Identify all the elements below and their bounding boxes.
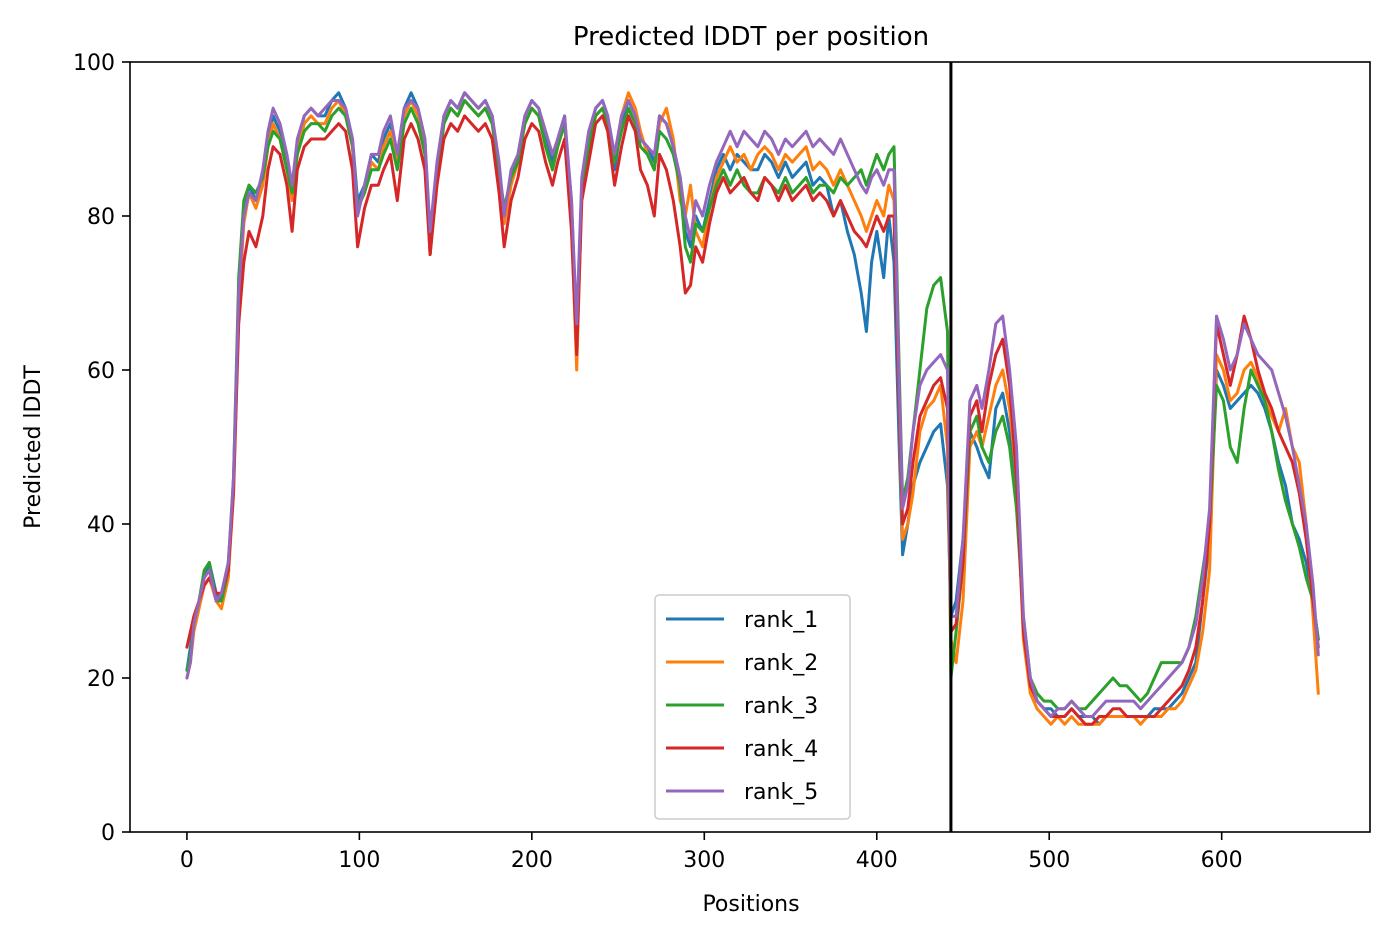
plot-frame	[129, 61, 1371, 833]
x-tick-label: 300	[683, 848, 725, 873]
y-tick-label: 0	[101, 821, 115, 846]
x-tick-label: 500	[1028, 848, 1070, 873]
legend-frame	[654, 594, 851, 820]
x-axis-label: Positions	[702, 892, 799, 917]
y-axis-label: Predicted lDDT	[21, 365, 46, 529]
y-tick-label: 40	[87, 513, 115, 538]
x-tick-label: 400	[856, 848, 898, 873]
series-group	[185, 91, 1320, 726]
y-tick-label: 100	[73, 51, 115, 76]
y-axis: 0 20 40 60 80 100	[73, 51, 130, 846]
legend-label: rank_2	[744, 651, 818, 676]
x-axis: 0 100 200 300 400 500 600	[180, 832, 1243, 873]
chart-title: Predicted lDDT per position	[573, 22, 929, 52]
x-tick-label: 0	[180, 848, 194, 873]
legend-label: rank_3	[744, 694, 818, 719]
plot-area	[129, 61, 1371, 833]
x-tick-label: 100	[338, 848, 380, 873]
legend-label: rank_5	[744, 780, 818, 805]
series-line-rank-5	[185, 91, 1320, 718]
x-tick-label: 600	[1201, 848, 1243, 873]
y-tick-label: 80	[87, 205, 115, 230]
legend: rank_1 rank_2 rank_3 rank_4 rank_5	[654, 594, 851, 820]
y-tick-label: 60	[87, 359, 115, 384]
x-tick-label: 200	[511, 848, 553, 873]
legend-label: rank_1	[744, 608, 818, 633]
legend-label: rank_4	[744, 737, 818, 762]
series-line-rank-4	[185, 114, 1320, 726]
y-tick-label: 20	[87, 667, 115, 692]
